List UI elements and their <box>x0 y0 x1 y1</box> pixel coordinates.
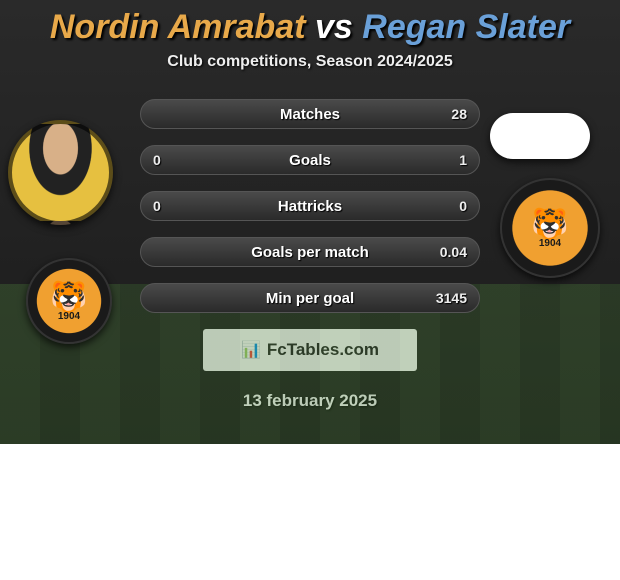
subtitle: Club competitions, Season 2024/2025 <box>0 53 620 71</box>
stat-row: Goals per match 0.04 <box>140 237 480 267</box>
stat-label: Goals <box>289 152 331 169</box>
player1-avatar <box>8 120 113 225</box>
stat-row: 0 Hattricks 0 <box>140 191 480 221</box>
tiger-icon: 🐯 <box>531 207 568 242</box>
stat-right: 3145 <box>436 284 467 312</box>
stat-right: 1 <box>459 146 467 174</box>
stat-right: 0.04 <box>440 238 467 266</box>
stat-row: 0 Goals 1 <box>140 145 480 175</box>
stat-label: Matches <box>280 106 340 123</box>
stats-table: Matches 28 0 Goals 1 0 Hattricks 0 Goals… <box>140 99 480 313</box>
vs-label: vs <box>315 8 353 46</box>
stat-left: 0 <box>153 192 161 220</box>
stat-left: 0 <box>153 146 161 174</box>
stat-right: 0 <box>459 192 467 220</box>
page-title: Nordin Amrabat vs Regan Slater <box>0 0 620 47</box>
comparison-card: Nordin Amrabat vs Regan Slater Club comp… <box>0 0 620 444</box>
club-year: 1904 <box>58 311 80 322</box>
stat-label: Goals per match <box>251 244 369 261</box>
stat-label: Min per goal <box>266 290 354 307</box>
player1-club-badge: 🐯 1904 <box>26 258 112 344</box>
player2-name: Regan Slater <box>362 8 570 46</box>
stat-row: Matches 28 <box>140 99 480 129</box>
stat-label: Hattricks <box>278 198 342 215</box>
stat-right: 28 <box>451 100 467 128</box>
stat-row: Min per goal 3145 <box>140 283 480 313</box>
player1-name: Nordin Amrabat <box>50 8 306 46</box>
tiger-icon: 🐯 <box>50 280 87 315</box>
player2-club-badge: 🐯 1904 <box>500 178 600 278</box>
blank-area <box>0 444 620 580</box>
player2-avatar <box>490 113 590 159</box>
club-year: 1904 <box>539 238 561 249</box>
